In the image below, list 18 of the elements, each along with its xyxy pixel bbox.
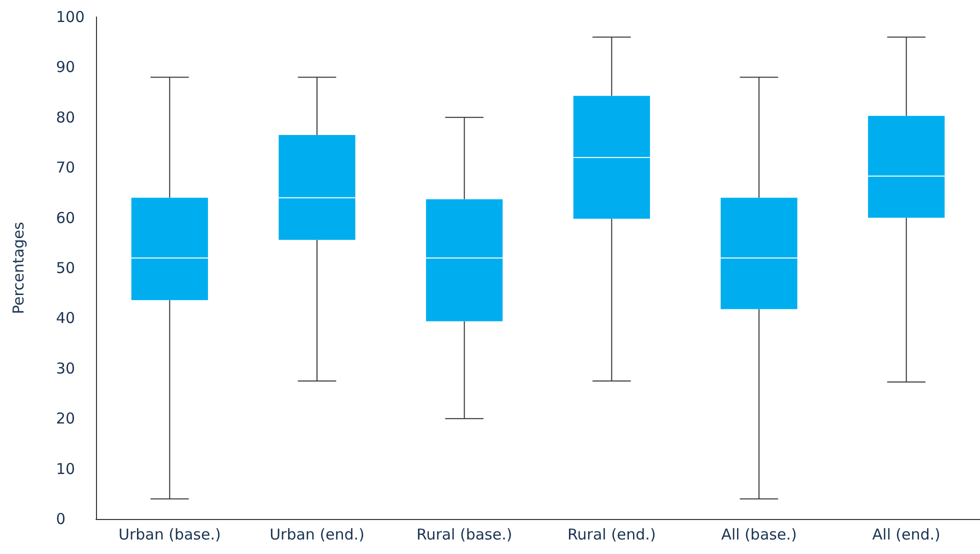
x-tick-label: All (base.) xyxy=(721,526,797,544)
y-tick-label: 0 xyxy=(56,510,66,528)
x-tick-label: Urban (end.) xyxy=(270,526,364,544)
y-tick-label: 100 xyxy=(56,8,85,26)
y-tick-label: 80 xyxy=(56,108,76,126)
y-tick-label: 60 xyxy=(56,208,76,227)
y-tick-label: 30 xyxy=(56,359,76,378)
y-axis-title: Percentages xyxy=(10,222,28,314)
y-tick-label: 10 xyxy=(56,460,76,478)
x-tick-label: All (end.) xyxy=(872,526,940,544)
x-tick-label: Rural (end.) xyxy=(568,526,656,544)
y-tick-label: 90 xyxy=(56,58,76,76)
x-tick-label: Rural (base.) xyxy=(416,526,512,544)
y-tick-label: 20 xyxy=(56,410,76,428)
y-tick-label: 70 xyxy=(56,158,76,177)
y-tick-label: 40 xyxy=(56,309,76,328)
x-tick-label: Urban (base.) xyxy=(118,526,221,544)
y-tick-label: 50 xyxy=(56,259,76,277)
